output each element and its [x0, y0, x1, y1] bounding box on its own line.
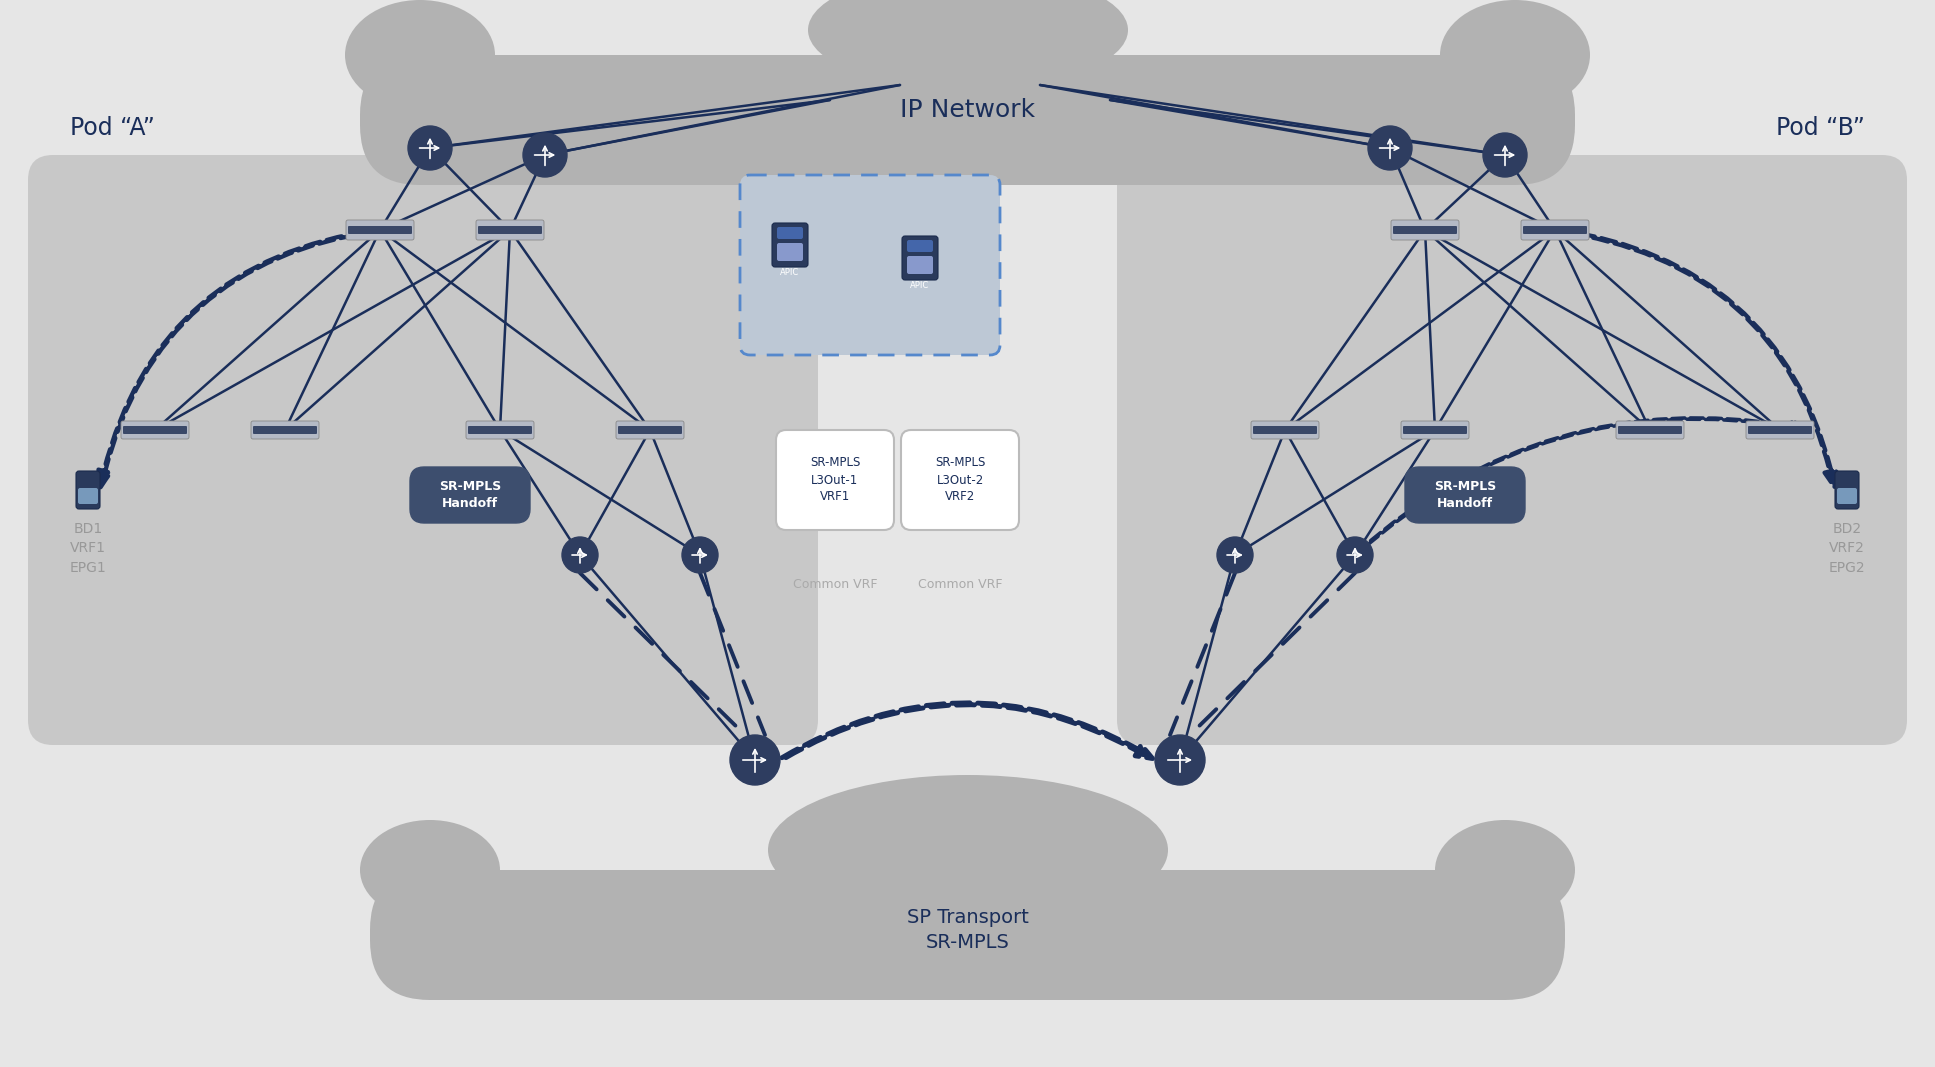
FancyBboxPatch shape — [75, 471, 101, 509]
FancyBboxPatch shape — [617, 426, 681, 434]
Ellipse shape — [344, 0, 495, 110]
FancyBboxPatch shape — [476, 220, 544, 240]
FancyBboxPatch shape — [902, 236, 938, 280]
Ellipse shape — [360, 821, 499, 920]
FancyArrowPatch shape — [782, 703, 1153, 760]
Text: BD1
VRF1
EPG1: BD1 VRF1 EPG1 — [70, 522, 106, 575]
FancyBboxPatch shape — [1836, 488, 1858, 504]
FancyBboxPatch shape — [778, 243, 803, 261]
Circle shape — [681, 537, 718, 573]
Text: SR-MPLS
L3Out-2
VRF2: SR-MPLS L3Out-2 VRF2 — [935, 457, 985, 504]
Circle shape — [1482, 133, 1527, 177]
FancyBboxPatch shape — [348, 226, 412, 234]
Text: IP Network: IP Network — [900, 98, 1035, 122]
FancyArrowPatch shape — [1558, 229, 1836, 488]
Ellipse shape — [809, 0, 1128, 90]
FancyBboxPatch shape — [772, 223, 809, 267]
FancyBboxPatch shape — [1391, 220, 1459, 240]
Ellipse shape — [1436, 821, 1575, 920]
Circle shape — [1217, 537, 1254, 573]
FancyBboxPatch shape — [1403, 426, 1467, 434]
FancyBboxPatch shape — [615, 421, 683, 439]
Text: BD2
VRF2
EPG2: BD2 VRF2 EPG2 — [1829, 522, 1865, 575]
Circle shape — [522, 133, 567, 177]
Circle shape — [1368, 126, 1413, 170]
Text: SP Transport
SR-MPLS: SP Transport SR-MPLS — [908, 908, 1029, 952]
FancyBboxPatch shape — [1747, 426, 1811, 434]
Text: Pod “A”: Pod “A” — [70, 116, 155, 140]
FancyBboxPatch shape — [1521, 220, 1589, 240]
FancyBboxPatch shape — [739, 175, 1000, 355]
Text: Common VRF: Common VRF — [793, 578, 877, 591]
FancyBboxPatch shape — [360, 55, 1575, 185]
Text: APIC: APIC — [780, 268, 799, 277]
FancyBboxPatch shape — [1252, 421, 1320, 439]
FancyBboxPatch shape — [908, 256, 933, 274]
FancyBboxPatch shape — [124, 426, 188, 434]
FancyBboxPatch shape — [77, 488, 99, 504]
Circle shape — [1337, 537, 1374, 573]
FancyBboxPatch shape — [346, 220, 414, 240]
Text: SR-MPLS
L3Out-1
VRF1: SR-MPLS L3Out-1 VRF1 — [811, 457, 861, 504]
FancyBboxPatch shape — [1618, 426, 1682, 434]
Circle shape — [561, 537, 598, 573]
Text: APIC: APIC — [909, 281, 929, 290]
Text: SR-MPLS
Handoff: SR-MPLS Handoff — [1434, 480, 1496, 510]
Circle shape — [408, 126, 453, 170]
FancyBboxPatch shape — [1401, 421, 1469, 439]
FancyBboxPatch shape — [1405, 467, 1525, 523]
FancyBboxPatch shape — [1745, 421, 1813, 439]
Circle shape — [1155, 735, 1206, 785]
FancyBboxPatch shape — [478, 226, 542, 234]
FancyBboxPatch shape — [466, 421, 534, 439]
FancyBboxPatch shape — [778, 227, 803, 239]
FancyBboxPatch shape — [1116, 155, 1908, 745]
FancyBboxPatch shape — [410, 467, 530, 523]
FancyArrowPatch shape — [1356, 418, 1807, 554]
FancyBboxPatch shape — [1523, 226, 1587, 234]
FancyBboxPatch shape — [1254, 426, 1318, 434]
FancyBboxPatch shape — [27, 155, 819, 745]
FancyBboxPatch shape — [1834, 471, 1860, 509]
Text: SR-MPLS
Handoff: SR-MPLS Handoff — [439, 480, 501, 510]
FancyBboxPatch shape — [908, 240, 933, 252]
FancyBboxPatch shape — [1616, 421, 1683, 439]
FancyBboxPatch shape — [252, 421, 319, 439]
FancyArrowPatch shape — [99, 229, 377, 488]
Circle shape — [729, 735, 780, 785]
FancyBboxPatch shape — [902, 430, 1020, 530]
Text: Common VRF: Common VRF — [917, 578, 1002, 591]
FancyBboxPatch shape — [253, 426, 317, 434]
FancyBboxPatch shape — [370, 870, 1565, 1000]
Ellipse shape — [1440, 0, 1591, 110]
FancyBboxPatch shape — [122, 421, 190, 439]
Text: Pod “B”: Pod “B” — [1776, 116, 1865, 140]
FancyBboxPatch shape — [776, 430, 894, 530]
FancyBboxPatch shape — [468, 426, 532, 434]
Ellipse shape — [768, 775, 1169, 925]
FancyBboxPatch shape — [1393, 226, 1457, 234]
